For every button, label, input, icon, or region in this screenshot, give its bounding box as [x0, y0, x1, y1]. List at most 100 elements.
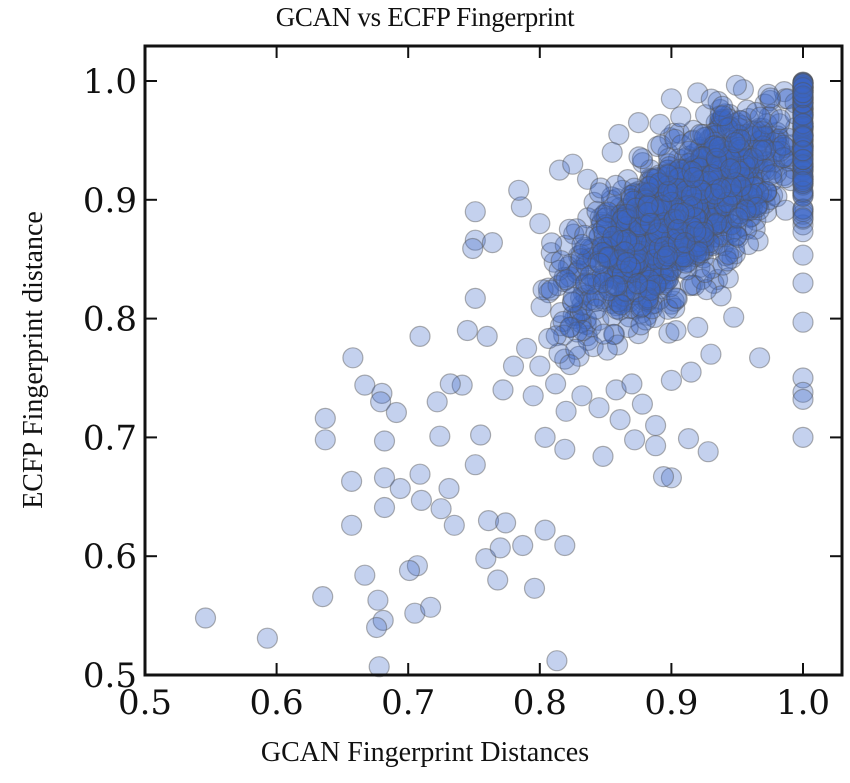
data-point	[705, 226, 728, 248]
data-point	[575, 284, 597, 306]
data-point	[716, 191, 738, 214]
data-point	[760, 164, 783, 186]
data-point	[637, 195, 659, 217]
data-point	[792, 207, 814, 229]
data-point	[640, 174, 663, 196]
data-point	[665, 187, 688, 209]
data-point	[639, 212, 662, 234]
data-point	[660, 202, 682, 224]
data-point	[633, 256, 655, 278]
data-point	[646, 213, 668, 235]
data-point	[634, 200, 656, 222]
data-point	[721, 137, 744, 159]
data-point	[792, 168, 814, 190]
data-point	[622, 227, 644, 249]
data-point	[342, 347, 364, 369]
data-point	[792, 152, 814, 174]
data-point	[792, 92, 814, 114]
data-point	[676, 189, 698, 211]
data-point	[603, 236, 626, 258]
data-point	[792, 118, 814, 140]
data-point	[672, 189, 694, 211]
data-point	[625, 274, 648, 296]
data-point	[638, 241, 660, 263]
data-point	[593, 204, 615, 226]
data-point	[654, 198, 676, 220]
data-point	[637, 204, 659, 226]
data-point	[628, 246, 650, 268]
data-point	[691, 185, 713, 208]
data-point	[710, 285, 732, 307]
data-point	[691, 157, 714, 180]
data-point	[570, 248, 592, 270]
data-point	[710, 143, 733, 165]
data-point	[695, 279, 718, 301]
data-point	[691, 200, 713, 223]
data-point	[640, 259, 663, 281]
data-point	[703, 171, 726, 193]
data-point	[712, 197, 734, 219]
data-point	[649, 270, 672, 292]
data-point	[719, 178, 741, 200]
data-point	[681, 182, 704, 204]
data-point	[659, 209, 681, 231]
data-point	[663, 240, 685, 263]
data-point	[620, 209, 642, 231]
data-point	[729, 139, 752, 161]
x-tick-label: 1.0	[776, 683, 830, 723]
data-point	[633, 270, 655, 292]
data-point	[657, 222, 679, 244]
data-point	[729, 128, 752, 151]
data-point	[695, 195, 717, 218]
data-point	[741, 126, 763, 148]
data-point	[609, 299, 631, 321]
data-point	[711, 108, 733, 131]
data-point	[621, 204, 644, 227]
data-point	[693, 209, 716, 231]
data-point	[606, 188, 628, 210]
data-point	[734, 198, 756, 220]
data-point	[616, 208, 638, 230]
data-point	[680, 206, 702, 228]
data-point	[581, 238, 603, 260]
data-point	[615, 276, 637, 298]
data-point	[637, 228, 659, 250]
data-point	[646, 196, 668, 218]
data-point	[657, 164, 679, 186]
data-point	[687, 175, 709, 197]
data-point	[698, 215, 721, 237]
data-point	[609, 271, 631, 293]
data-point	[668, 167, 690, 189]
data-point	[640, 194, 663, 216]
data-point	[548, 342, 570, 364]
data-point	[630, 259, 652, 281]
data-point	[756, 151, 778, 174]
data-point	[601, 257, 624, 280]
data-point	[659, 208, 681, 230]
data-point	[633, 255, 655, 277]
data-point	[570, 312, 592, 334]
data-point	[727, 142, 749, 164]
data-point	[792, 112, 814, 135]
data-point	[725, 74, 748, 96]
data-point	[792, 182, 814, 204]
data-point	[623, 240, 646, 262]
data-point	[689, 234, 711, 256]
data-point	[729, 139, 751, 161]
data-point	[612, 290, 635, 312]
data-point	[741, 120, 763, 142]
data-point	[792, 77, 814, 99]
data-point	[619, 291, 641, 313]
data-point	[792, 96, 814, 118]
data-point	[564, 307, 586, 330]
data-point	[647, 218, 670, 240]
data-point	[664, 128, 686, 150]
data-point	[567, 245, 590, 267]
data-point	[688, 241, 710, 264]
data-point	[752, 126, 774, 148]
data-point	[603, 323, 626, 346]
data-point	[711, 138, 733, 161]
data-point	[745, 176, 767, 198]
data-point	[642, 247, 664, 269]
data-point	[672, 242, 694, 264]
